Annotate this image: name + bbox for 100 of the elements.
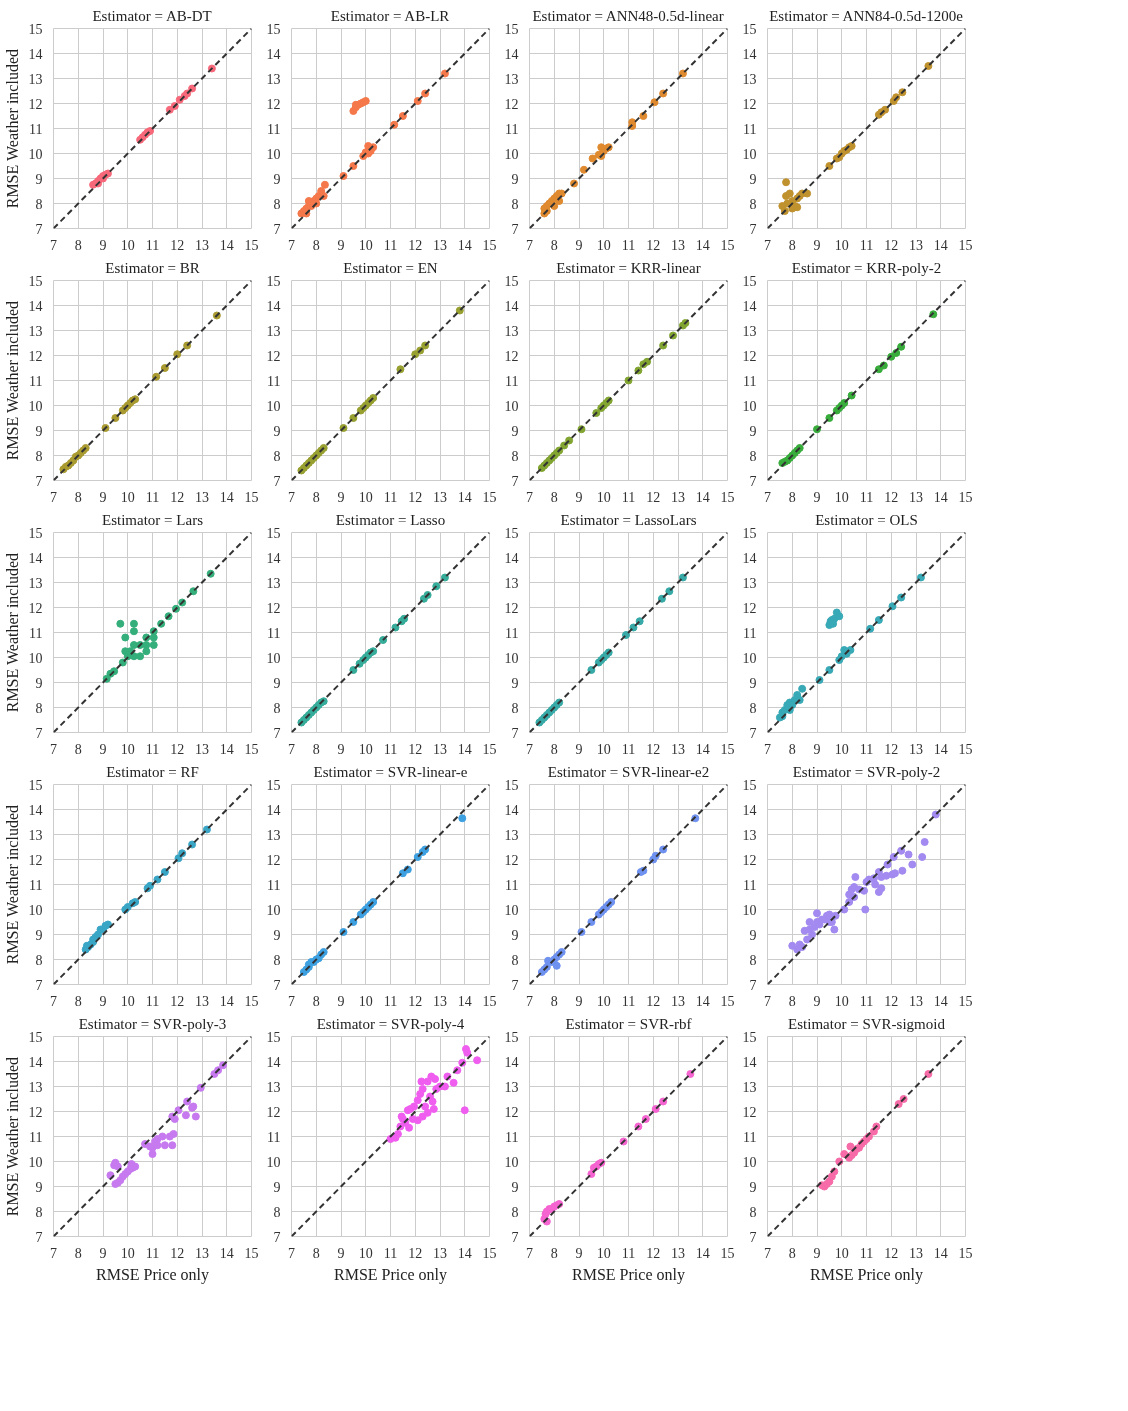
- y-tick-label: 10: [28, 650, 43, 666]
- y-tick-label: 9: [273, 927, 281, 943]
- y-tick-label: 14: [742, 298, 757, 314]
- y-tick-label: 7: [511, 221, 519, 237]
- x-tick-label: 15: [720, 741, 735, 757]
- y-tick-label: 11: [743, 625, 757, 641]
- y-tick-label: 7: [273, 977, 281, 993]
- x-tick-label: 8: [74, 1245, 82, 1261]
- y-tick-label: 11: [267, 1129, 281, 1145]
- y-tick-label: 15: [504, 1029, 519, 1045]
- y-tick-label: 7: [35, 221, 43, 237]
- x-tick-label: 13: [909, 993, 923, 1009]
- y-tick-label: 9: [35, 171, 43, 187]
- x-tick-label: 15: [482, 489, 497, 505]
- y-axis-title: RMSE Weather included: [3, 301, 21, 461]
- x-tick-label: 12: [170, 741, 185, 757]
- x-tick-label: 15: [244, 993, 259, 1009]
- x-tick-label: 14: [695, 1245, 710, 1261]
- y-tick-label: 14: [28, 550, 43, 566]
- x-tick-label: 11: [621, 237, 636, 253]
- y-tick-label: 9: [273, 423, 281, 439]
- y-tick-label: 8: [511, 196, 519, 212]
- x-tick-label: 11: [621, 1245, 636, 1261]
- y-tick-label: 12: [266, 348, 281, 364]
- y-tick-label: 8: [273, 1204, 281, 1220]
- x-tick-label: 12: [884, 489, 899, 505]
- x-tick-label: 7: [764, 489, 771, 505]
- y-tick-label: 11: [29, 373, 43, 389]
- x-tick-label: 11: [859, 993, 874, 1009]
- x-tick-label: 10: [596, 1245, 611, 1261]
- y-tick-label: 7: [273, 1229, 281, 1245]
- y-tick-label: 8: [35, 196, 43, 212]
- x-tick-label: 10: [120, 489, 135, 505]
- x-tick-label: 7: [526, 741, 533, 757]
- x-tick-label: 15: [244, 489, 259, 505]
- y-tick-label: 8: [273, 700, 281, 716]
- x-tick-label: 14: [219, 1245, 234, 1261]
- y-tick-label: 13: [742, 575, 757, 591]
- y-tick-label: 14: [28, 46, 43, 62]
- y-tick-label: 9: [35, 675, 43, 691]
- x-tick-label: 7: [50, 993, 57, 1009]
- y-tick-label: 9: [749, 171, 757, 187]
- y-tick-label: 9: [511, 423, 519, 439]
- x-tick-label: 9: [337, 489, 345, 505]
- y-tick-label: 7: [35, 1229, 43, 1245]
- y-tick-label: 7: [273, 221, 281, 237]
- y-tick-label: 15: [742, 21, 757, 37]
- y-tick-label: 9: [511, 171, 519, 187]
- chart-title: Estimator = OLS: [815, 511, 918, 528]
- chart-title: Estimator = LassoLars: [560, 511, 697, 528]
- y-tick-label: 14: [28, 802, 43, 818]
- x-tick-label: 15: [720, 489, 735, 505]
- y-tick-label: 15: [504, 273, 519, 289]
- x-tick-label: 10: [596, 993, 611, 1009]
- x-tick-label: 11: [145, 1245, 160, 1261]
- x-tick-label: 11: [145, 993, 160, 1009]
- y-tick-label: 13: [742, 1079, 757, 1095]
- y-tick-label: 10: [266, 1154, 281, 1170]
- y-tick-label: 7: [511, 725, 519, 741]
- y-tick-label: 14: [266, 1054, 281, 1070]
- x-tick-label: 13: [433, 993, 447, 1009]
- chart-title: Estimator = BR: [105, 259, 200, 276]
- y-tick-label: 12: [266, 852, 281, 868]
- y-tick-label: 9: [749, 1179, 757, 1195]
- y-tick-label: 11: [505, 121, 519, 137]
- x-tick-label: 15: [720, 237, 735, 253]
- x-tick-label: 12: [170, 489, 185, 505]
- y-tick-label: 12: [266, 1104, 281, 1120]
- chart-title: Estimator = SVR-linear-e2: [547, 763, 710, 780]
- y-tick-label: 8: [35, 448, 43, 464]
- x-tick-label: 9: [575, 1245, 583, 1261]
- y-tick-label: 13: [504, 71, 519, 87]
- x-tick-label: 9: [813, 489, 821, 505]
- y-tick-label: 15: [742, 1029, 757, 1045]
- x-tick-label: 9: [575, 741, 583, 757]
- x-tick-label: 14: [933, 1245, 948, 1261]
- y-tick-label: 11: [505, 877, 519, 893]
- y-tick-label: 7: [749, 725, 757, 741]
- x-tick-label: 14: [457, 1245, 472, 1261]
- chart-title: Estimator = SVR-linear-e: [313, 763, 468, 780]
- x-tick-label: 7: [526, 237, 533, 253]
- y-tick-label: 10: [266, 398, 281, 414]
- y-tick-label: 14: [742, 1054, 757, 1070]
- y-tick-label: 8: [749, 1204, 757, 1220]
- x-tick-label: 14: [933, 741, 948, 757]
- x-tick-label: 8: [550, 237, 558, 253]
- x-tick-label: 12: [408, 741, 423, 757]
- y-tick-label: 9: [35, 423, 43, 439]
- y-tick-label: 7: [749, 221, 757, 237]
- x-tick-label: 9: [337, 237, 345, 253]
- x-tick-label: 8: [550, 993, 558, 1009]
- x-tick-label: 10: [358, 237, 373, 253]
- x-tick-label: 10: [834, 489, 849, 505]
- x-tick-label: 13: [671, 741, 685, 757]
- y-tick-label: 11: [743, 877, 757, 893]
- y-tick-label: 8: [749, 700, 757, 716]
- y-tick-label: 14: [504, 802, 519, 818]
- y-tick-label: 14: [742, 802, 757, 818]
- x-tick-label: 8: [312, 993, 320, 1009]
- y-tick-label: 15: [742, 777, 757, 793]
